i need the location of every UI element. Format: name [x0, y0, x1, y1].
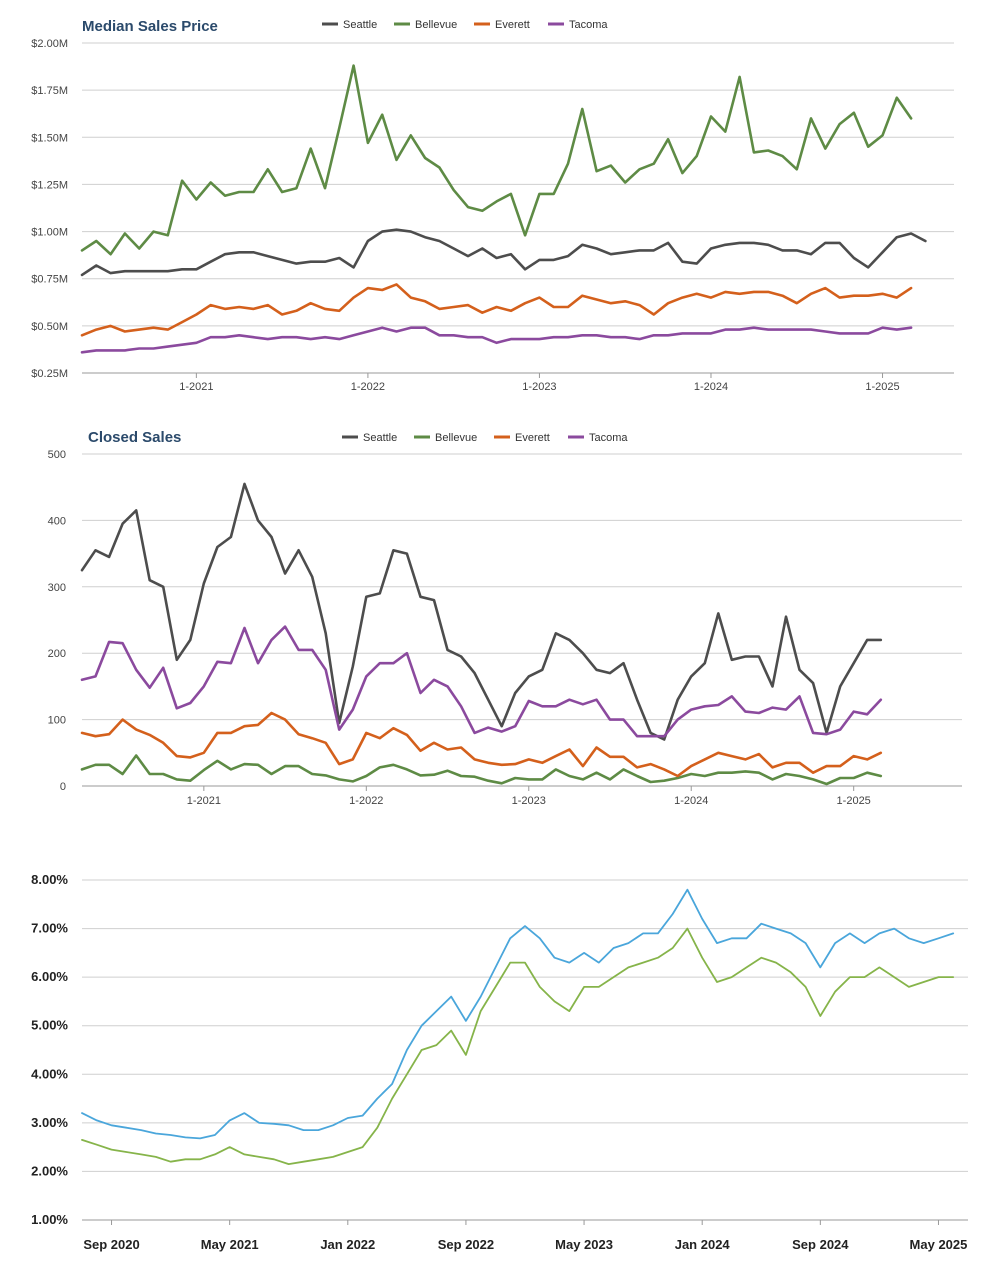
x-tick-label: 1-2024: [694, 381, 728, 393]
x-tick-label: Sep 2024: [792, 1237, 849, 1252]
y-tick-label: $0.75M: [31, 274, 68, 286]
legend-item-seattle[interactable]: Seattle: [322, 19, 377, 31]
legend-item-everett[interactable]: Everett: [474, 19, 530, 31]
y-tick-label: 200: [48, 648, 66, 660]
median-sales-price-svg: Median Sales Price $2.00M $1.75M $1.50M $1.…: [31, 18, 954, 393]
x-tick-label: 1-2023: [512, 795, 546, 807]
legend-item-bellevue[interactable]: Bellevue: [414, 432, 477, 444]
closed-sales-chart: Closed Sales 500 400 300 200 100 0 1-2021 1-202…: [0, 420, 992, 820]
y-tick-label: 4.00%: [31, 1066, 68, 1081]
x-tick-label: Sep 2022: [438, 1237, 494, 1252]
x-tick-label: Jan 2022: [320, 1237, 375, 1252]
median-sales-price-chart: Median Sales Price $2.00M $1.75M $1.50M $1.…: [0, 0, 992, 400]
x-tick-label: 1-2023: [522, 381, 556, 393]
y-tick-label: 3.00%: [31, 1115, 68, 1130]
x-tick-label: 1-2025: [865, 381, 899, 393]
legend-label: Seattle: [343, 19, 377, 31]
rate-chart: 8.00% 7.00% 6.00% 5.00% 4.00% 3.00% 2.00% 1.00%…: [0, 830, 992, 1276]
y-tick-label: $2.00M: [31, 38, 68, 50]
y-tick-label: $1.50M: [31, 132, 68, 144]
series-line-everett: [80, 283, 913, 337]
y-tick-label: 0: [60, 781, 66, 793]
y-tick-label: 1.00%: [31, 1212, 68, 1227]
series-line-tacoma: [80, 625, 883, 738]
legend-item-tacoma[interactable]: Tacoma: [548, 19, 608, 31]
x-tick-label: 1-2024: [674, 795, 708, 807]
legend-item-tacoma[interactable]: Tacoma: [568, 432, 628, 444]
legend-item-everett[interactable]: Everett: [494, 432, 550, 444]
series-line-2: [81, 927, 955, 1166]
legend-label: Everett: [495, 19, 530, 31]
legend-label: Seattle: [363, 432, 397, 444]
x-tick-label: 1-2022: [349, 795, 383, 807]
chart-title: Median Sales Price: [82, 18, 218, 35]
y-tick-label: $1.00M: [31, 227, 68, 239]
y-tick-label: $0.25M: [31, 368, 68, 380]
legend-label: Bellevue: [415, 19, 457, 31]
series-line-bellevue: [80, 754, 883, 786]
closed-sales-svg: Closed Sales 500 400 300 200 100 0 1-2021 1-202…: [48, 429, 962, 807]
x-tick-label: May 2021: [201, 1237, 259, 1252]
chart-title: Closed Sales: [88, 429, 181, 446]
x-tick-label: 1-2025: [837, 795, 871, 807]
y-tick-label: 5.00%: [31, 1018, 68, 1033]
x-tick-label: May 2023: [555, 1237, 613, 1252]
y-tick-label: $1.25M: [31, 179, 68, 191]
y-tick-label: 500: [48, 449, 66, 461]
series-line-tacoma: [80, 326, 913, 354]
y-tick-label: $0.50M: [31, 321, 68, 333]
y-tick-label: 400: [48, 515, 66, 527]
legend-label: Tacoma: [589, 432, 628, 444]
y-tick-label: 300: [48, 582, 66, 594]
y-tick-label: 8.00%: [31, 872, 68, 887]
y-tick-label: 2.00%: [31, 1163, 68, 1178]
legend-item-seattle[interactable]: Seattle: [342, 432, 397, 444]
series-line-seattle: [80, 228, 927, 277]
legend-item-bellevue[interactable]: Bellevue: [394, 19, 457, 31]
x-tick-label: 1-2022: [351, 381, 385, 393]
series-line-everett: [80, 711, 883, 778]
series-line-1: [81, 888, 955, 1140]
series-line-seattle: [80, 482, 883, 741]
y-tick-label: $1.75M: [31, 85, 68, 97]
y-tick-label: 100: [48, 715, 66, 727]
x-tick-label: Jan 2024: [675, 1237, 731, 1252]
legend-label: Bellevue: [435, 432, 477, 444]
x-tick-label: 1-2021: [179, 381, 213, 393]
series-line-bellevue: [80, 64, 913, 256]
x-tick-label: May 2025: [910, 1237, 968, 1252]
legend-label: Tacoma: [569, 19, 608, 31]
x-tick-label: Sep 2020: [83, 1237, 139, 1252]
rate-svg: 8.00% 7.00% 6.00% 5.00% 4.00% 3.00% 2.00% 1.00%…: [31, 872, 968, 1252]
y-tick-label: 7.00%: [31, 921, 68, 936]
legend-label: Everett: [515, 432, 550, 444]
x-tick-label: 1-2021: [187, 795, 221, 807]
y-tick-label: 6.00%: [31, 969, 68, 984]
